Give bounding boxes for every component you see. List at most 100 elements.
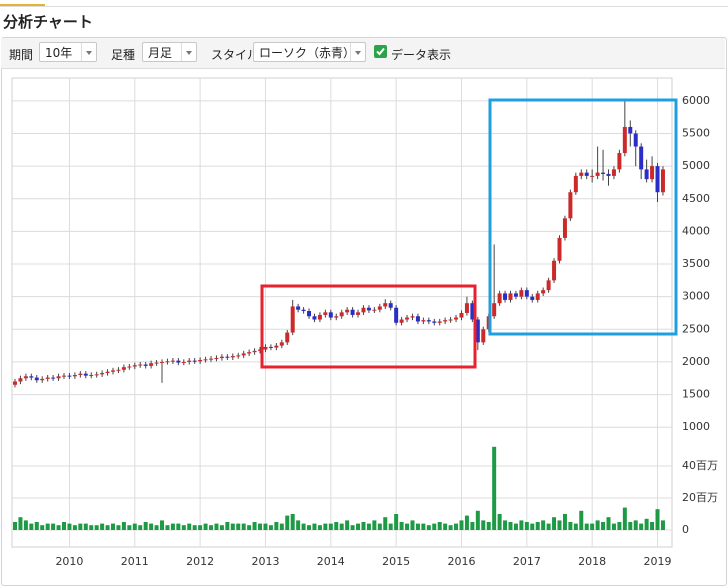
volume-bar <box>650 522 655 530</box>
candle-body <box>241 353 246 356</box>
candle-body <box>579 172 584 176</box>
volume-bar <box>209 525 214 530</box>
volume-bar <box>486 522 491 530</box>
volume-bar <box>350 525 355 530</box>
bar-select[interactable]: 月足 <box>142 42 197 62</box>
candle-body <box>655 166 660 193</box>
x-tick-label: 2019 <box>644 555 672 568</box>
period-select[interactable]: 10年 <box>39 42 97 62</box>
candle-body <box>160 361 165 363</box>
volume-bar <box>530 523 535 530</box>
volume-bar <box>219 525 224 530</box>
volume-bar <box>274 522 279 530</box>
volume-bar <box>56 525 61 530</box>
y-tick-label: 2000 <box>682 355 710 368</box>
volume-bar <box>105 525 110 530</box>
y-tick-label: 5000 <box>682 159 710 172</box>
volume-bar <box>252 522 257 530</box>
x-tick-label: 2016 <box>447 555 475 568</box>
candle-body <box>154 362 159 364</box>
volume-bar <box>317 525 322 530</box>
bar-value: 月足 <box>148 46 173 60</box>
candle-body <box>432 321 437 323</box>
chart-panel <box>1 37 727 586</box>
candle-body <box>394 307 399 323</box>
volume-bar <box>72 525 77 530</box>
period-label: 期間 <box>9 48 34 62</box>
volume-bar <box>579 510 584 530</box>
y-tick-label: 4000 <box>682 224 710 237</box>
candle-body <box>470 303 475 320</box>
candle-body <box>72 374 77 377</box>
candle-body <box>258 349 263 351</box>
candle-body <box>274 345 279 348</box>
y-tick-label: 4500 <box>682 192 710 205</box>
candle-body <box>377 306 382 310</box>
volume-bar <box>100 523 105 530</box>
candle-body <box>67 375 72 377</box>
candle-body <box>459 312 464 318</box>
volume-bar <box>40 525 45 530</box>
volume-bar <box>143 522 148 530</box>
data-checkbox[interactable] <box>374 45 387 58</box>
y-tick-label: 1000 <box>682 420 710 433</box>
volume-bar <box>307 525 312 530</box>
volume-bar <box>45 523 50 530</box>
candle-body <box>345 309 350 313</box>
candle-body <box>448 319 453 321</box>
candle-body <box>573 175 578 193</box>
candle-body <box>328 312 333 318</box>
style-select[interactable]: ローソク（赤青） <box>253 42 366 62</box>
y-tick-label: 6000 <box>682 94 710 107</box>
candle-body <box>437 321 442 323</box>
candle-body <box>366 307 371 311</box>
candle-body <box>192 360 197 362</box>
candle-body <box>426 320 431 322</box>
candle-body <box>187 360 192 362</box>
data-display-label: データ表示 <box>391 48 452 62</box>
candle-body <box>611 169 616 176</box>
volume-bar <box>464 515 469 530</box>
candle-body <box>111 370 116 372</box>
candle-body <box>51 377 56 379</box>
volume-bar <box>557 520 562 530</box>
candle-body <box>361 307 366 313</box>
y-tick-label: 1500 <box>682 388 710 401</box>
candle-body <box>410 316 415 318</box>
volume-bar <box>356 523 361 530</box>
volume-bar <box>552 517 557 530</box>
volume-bar <box>443 523 448 530</box>
volume-bar <box>334 522 339 530</box>
x-tick-label: 2013 <box>251 555 279 568</box>
volume-bar <box>279 523 284 530</box>
y-tick-label: 20百万 <box>682 491 718 504</box>
volume-bar <box>421 523 426 530</box>
volume-bar <box>258 523 263 530</box>
candle-body <box>225 356 230 358</box>
volume-bar <box>633 520 638 530</box>
style-label: スタイル <box>211 48 260 62</box>
candle-body <box>138 364 143 366</box>
volume-bar <box>601 522 606 530</box>
volume-bar <box>230 523 235 530</box>
volume-bar <box>34 522 39 530</box>
x-tick-label: 2012 <box>186 555 214 568</box>
volume-bar <box>535 522 540 530</box>
volume-bar <box>573 523 578 530</box>
volume-bar <box>78 523 83 530</box>
volume-bar <box>154 525 159 530</box>
volume-bar <box>94 525 99 530</box>
candle-body <box>660 169 665 193</box>
x-tick-label: 2015 <box>382 555 410 568</box>
volume-bar <box>590 523 595 530</box>
volume-bar <box>524 522 529 530</box>
candle-body <box>285 332 290 343</box>
y-tick-label: 2500 <box>682 322 710 335</box>
candle-body <box>62 375 67 377</box>
volume-bar <box>628 522 633 530</box>
x-tick-label: 2014 <box>317 555 345 568</box>
style-value: ローソク（赤青） <box>259 46 356 60</box>
candle-body <box>415 316 420 322</box>
candle-body <box>464 303 469 313</box>
